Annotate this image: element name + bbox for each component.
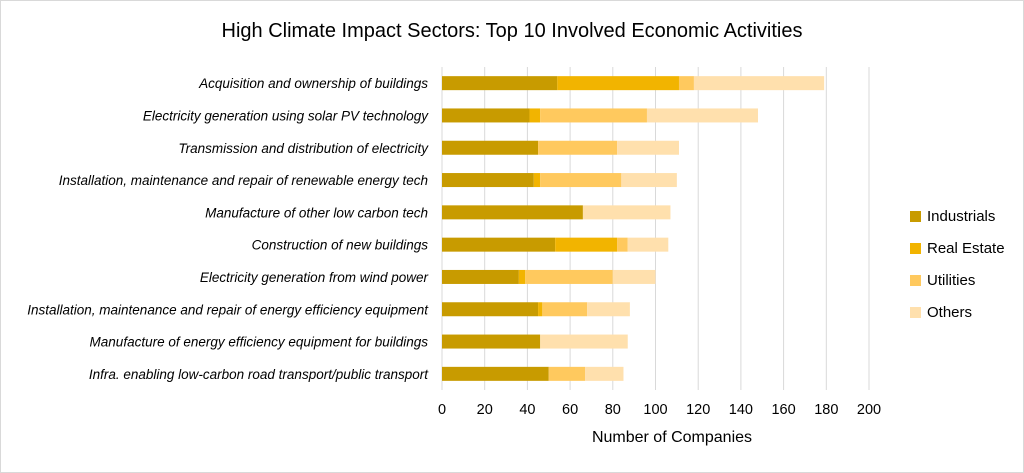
- y-category-label: Acquisition and ownership of buildings: [198, 76, 428, 91]
- bar-industrials: [442, 108, 530, 123]
- legend-item: Real Estate: [910, 232, 1005, 264]
- bar-industrials: [442, 237, 556, 252]
- legend-item: Industrials: [910, 200, 1005, 232]
- bar-industrials: [442, 76, 558, 91]
- x-tick-label: 200: [857, 402, 881, 418]
- x-tick-label: 20: [477, 402, 493, 418]
- bar-real-estate: [538, 302, 543, 317]
- legend-label: Others: [927, 303, 973, 321]
- y-category-label: Electricity generation from wind power: [200, 270, 429, 285]
- legend-item: Others: [910, 296, 1005, 328]
- x-tick-label: 180: [814, 402, 838, 418]
- bar-others: [621, 173, 677, 188]
- bar-others: [646, 108, 758, 123]
- y-category-label: Installation, maintenance and repair of …: [59, 173, 428, 188]
- y-category-label: Transmission and distribution of electri…: [178, 141, 429, 156]
- y-category-label: Infra. enabling low-carbon road transpor…: [89, 367, 429, 382]
- legend-swatch: [910, 210, 921, 222]
- chart-title: High Climate Impact Sectors: Top 10 Invo…: [221, 20, 803, 42]
- x-tick-label: 40: [519, 402, 535, 418]
- legend-swatch: [910, 242, 921, 254]
- legend-swatch: [910, 306, 921, 318]
- bar-real-estate: [529, 108, 541, 123]
- bar-others: [693, 76, 825, 91]
- legend-label: Utilities: [927, 271, 976, 289]
- bar-utilities: [678, 76, 694, 91]
- x-tick-label: 80: [605, 402, 621, 418]
- bar-utilities: [542, 302, 588, 317]
- bar-utilities: [525, 269, 613, 284]
- bar-utilities: [540, 108, 647, 123]
- bar-industrials: [442, 366, 549, 381]
- bar-real-estate: [533, 173, 541, 188]
- bar-industrials: [442, 173, 534, 188]
- bar-others: [582, 205, 671, 220]
- bar-utilities: [617, 237, 628, 252]
- bar-industrials: [442, 269, 519, 284]
- bar-utilities: [540, 173, 622, 188]
- y-category-label: Installation, maintenance and repair of …: [27, 302, 429, 317]
- bar-others: [587, 302, 630, 317]
- bar-industrials: [442, 140, 539, 155]
- bar-real-estate: [518, 269, 526, 284]
- bar-others: [617, 140, 679, 155]
- y-category-label: Electricity generation using solar PV te…: [143, 108, 429, 123]
- legend-swatch: [910, 274, 921, 286]
- bar-others: [540, 334, 628, 349]
- x-tick-label: 140: [729, 402, 753, 418]
- bar-utilities: [538, 140, 618, 155]
- bar-real-estate: [555, 237, 618, 252]
- bar-others: [627, 237, 669, 252]
- bar-others: [612, 269, 656, 284]
- legend-label: Real Estate: [927, 239, 1005, 257]
- x-tick-label: 0: [438, 402, 446, 418]
- y-category-label: Manufacture of other low carbon tech: [205, 205, 428, 220]
- legend-label: Industrials: [927, 207, 996, 225]
- y-category-label: Manufacture of energy efficiency equipme…: [90, 335, 429, 350]
- bar-others: [585, 366, 624, 381]
- x-axis-label: Number of Companies: [591, 429, 753, 446]
- y-category-label: Construction of new buildings: [252, 238, 429, 253]
- bar-industrials: [442, 334, 541, 349]
- x-tick-label: 160: [771, 402, 795, 418]
- bar-real-estate: [557, 76, 679, 91]
- x-tick-label: 120: [686, 402, 710, 418]
- x-tick-label: 100: [643, 402, 667, 418]
- x-tick-label: 60: [562, 402, 578, 418]
- bar-industrials: [442, 205, 583, 220]
- bar-utilities: [548, 366, 586, 381]
- bar-industrials: [442, 302, 539, 317]
- legend: Industrials Real Estate Utilities Others: [910, 200, 1005, 328]
- legend-item: Utilities: [910, 264, 1005, 296]
